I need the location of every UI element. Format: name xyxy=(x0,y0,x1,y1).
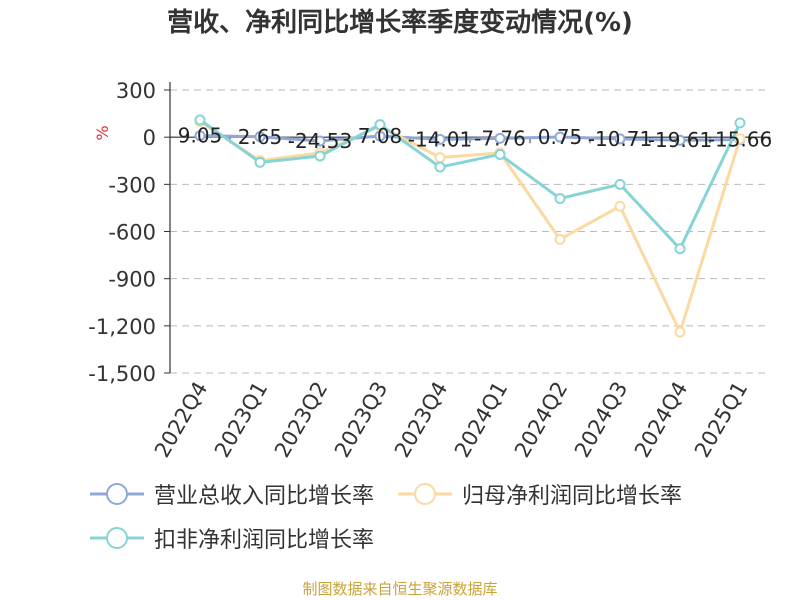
data-label: 2.65 xyxy=(238,125,283,149)
data-point xyxy=(314,135,326,147)
data-point xyxy=(494,148,506,160)
data-label: -19.61 xyxy=(648,128,712,152)
source-footer: 制图数据来自恒生聚源数据库 xyxy=(302,580,498,598)
data-point xyxy=(554,192,566,204)
data-point xyxy=(434,161,446,173)
data-point xyxy=(734,117,746,129)
data-point xyxy=(674,326,686,338)
data-label: 7.08 xyxy=(358,124,403,148)
data-label: -14.01 xyxy=(408,127,472,151)
data-point xyxy=(254,131,266,143)
y-tick-label: 300 xyxy=(116,79,156,103)
x-tick-label: 2023Q2 xyxy=(270,378,332,462)
x-tick-label: 2023Q3 xyxy=(330,378,392,462)
x-tick-label: 2023Q1 xyxy=(210,378,272,462)
x-tick-label: 2024Q2 xyxy=(510,378,572,462)
y-axis-label: % xyxy=(93,125,112,140)
y-tick-label: -900 xyxy=(108,268,156,292)
legend-swatch-deducted-profit xyxy=(90,527,144,549)
series-line-2 xyxy=(199,118,742,251)
legend-swatch-net-profit xyxy=(398,483,453,505)
legend-label-revenue: 营业总收入同比增长率 xyxy=(154,484,375,509)
data-point xyxy=(374,119,386,131)
series-line-1 xyxy=(199,120,742,334)
legend-row-2: 扣非净利润同比增长率 xyxy=(88,522,396,554)
y-tick-label: 0 xyxy=(143,126,156,150)
data-point xyxy=(614,200,626,212)
data-label: 9.05 xyxy=(178,124,223,148)
series-lines xyxy=(194,114,746,338)
y-tick-label: -1,500 xyxy=(88,362,156,386)
data-point xyxy=(434,152,446,164)
data-point xyxy=(194,114,206,126)
data-label: -15.66 xyxy=(708,128,772,152)
x-tick-label: 2024Q4 xyxy=(630,378,692,462)
x-tick-label: 2024Q3 xyxy=(570,378,632,462)
data-point xyxy=(554,233,566,245)
legend-swatch-revenue xyxy=(90,483,144,505)
legend-item-deducted-profit[interactable]: 扣非净利润同比增长率 xyxy=(88,522,374,554)
series-line-0 xyxy=(199,134,741,143)
data-label: -7.76 xyxy=(474,126,526,150)
data-point xyxy=(494,132,506,144)
x-tick-label: 2025Q1 xyxy=(690,378,752,462)
x-tick-label: 2024Q1 xyxy=(450,378,512,462)
x-tick-label: 2023Q4 xyxy=(390,378,452,462)
data-label: -10.71 xyxy=(588,127,652,151)
data-point xyxy=(614,178,626,190)
data-point xyxy=(314,150,326,162)
data-label: -24.53 xyxy=(288,129,352,153)
data-point xyxy=(734,133,746,145)
y-tick-label: -600 xyxy=(108,221,156,245)
data-point xyxy=(674,243,686,255)
data-point xyxy=(674,134,686,146)
y-tick-label: -1,200 xyxy=(88,315,156,339)
data-label: 0.75 xyxy=(538,125,583,149)
y-tick-label: -300 xyxy=(108,173,156,197)
legend-label-net-profit: 归母净利润同比增长率 xyxy=(462,484,683,509)
data-point xyxy=(614,133,626,145)
legend-item-net-profit[interactable]: 归母净利润同比增长率 xyxy=(396,478,682,510)
data-point xyxy=(434,133,446,145)
data-labels: 9.05 2.65 -24.53 7.08 -14.01 -7.76 0.75 -10.71-… xyxy=(178,124,773,153)
chart-title: 营收、净利同比增长率季度变动情况(%) xyxy=(167,8,633,38)
data-point xyxy=(254,156,266,168)
data-point xyxy=(194,130,206,142)
legend-row-1: 营业总收入同比增长率 归母净利润同比增长率 xyxy=(88,478,704,510)
legend-label-deducted-profit: 扣非净利润同比增长率 xyxy=(154,528,375,553)
data-point xyxy=(554,131,566,143)
x-tick-label: 2022Q4 xyxy=(150,378,212,462)
legend-item-revenue[interactable]: 营业总收入同比增长率 xyxy=(88,478,374,510)
